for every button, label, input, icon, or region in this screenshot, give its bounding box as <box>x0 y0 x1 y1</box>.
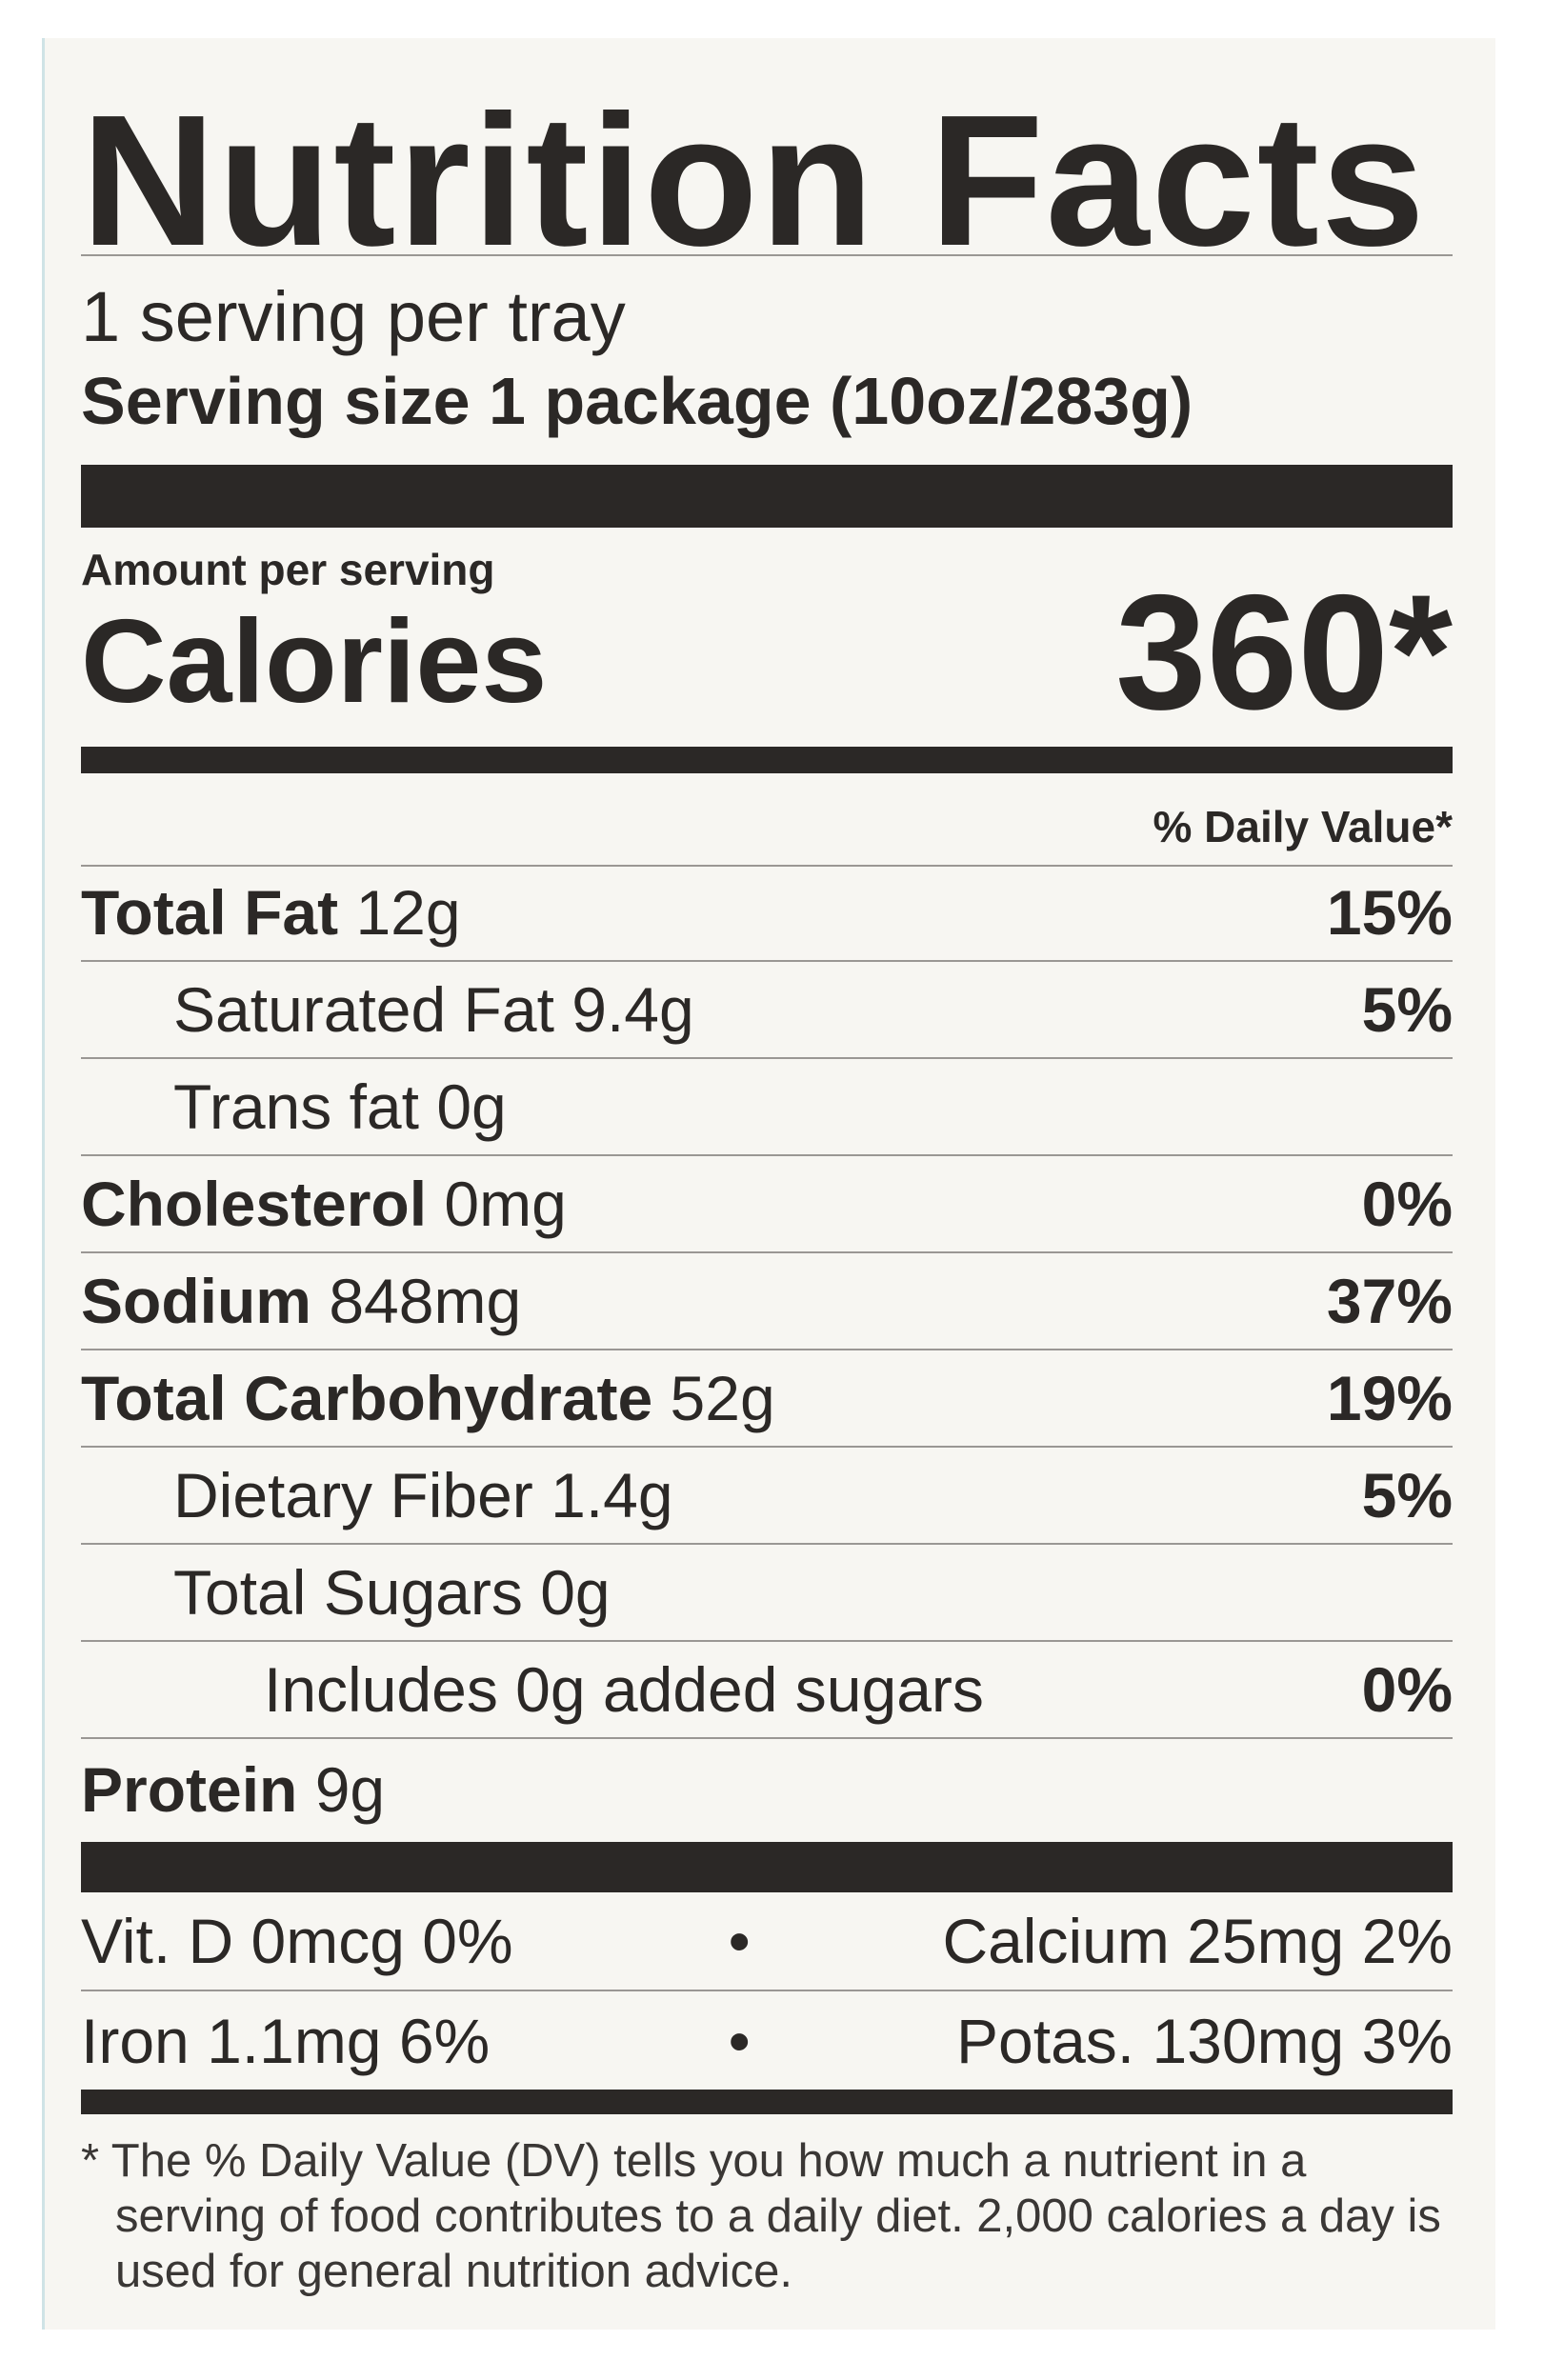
nutrient-name: Cholesterol <box>81 1169 428 1239</box>
medium-divider <box>81 2090 1453 2114</box>
footnote-text: * The % Daily Value (DV) tells you how m… <box>81 2135 1441 2297</box>
nutrient-name: Sodium <box>81 1266 311 1336</box>
nutrient-dv: 37% <box>1326 1266 1453 1336</box>
nutrient-dv: 5% <box>1361 1460 1453 1530</box>
vitamin-d: Vit. D 0mcg 0% <box>81 1906 513 1976</box>
nutrient-row-total-sugars: Total Sugars 0g <box>81 1545 1453 1642</box>
nutrient-dv: 0% <box>1361 1169 1453 1239</box>
daily-value-header: % Daily Value* <box>1153 802 1454 851</box>
vitamin-list: Vit. D 0mcg 0% • Calcium 25mg 2% Iron 1.1m… <box>81 1892 1453 2090</box>
nutrient-dv: 5% <box>1361 974 1453 1045</box>
vitamin-row: Vit. D 0mcg 0% • Calcium 25mg 2% <box>81 1892 1453 1991</box>
servings-per-container: 1 serving per tray <box>81 277 626 356</box>
nutrient-amount: 9.4g <box>571 974 694 1045</box>
nutrient-row-sodium: Sodium 848mg 37% <box>81 1253 1453 1350</box>
label-title: Nutrition Facts <box>81 76 1427 285</box>
nutrient-amount: 0g <box>540 1557 611 1628</box>
nutrient-amount: 52g <box>670 1363 775 1433</box>
nutrient-row-trans-fat: Trans fat 0g <box>81 1059 1453 1156</box>
nutrient-row-cholesterol: Cholesterol 0mg 0% <box>81 1156 1453 1253</box>
divider <box>81 865 1453 867</box>
nutrient-list: Total Fat 12g 15% Saturated Fat 9.4g 5% Tr… <box>81 865 1453 1840</box>
nutrient-name: Trans fat <box>173 1071 419 1142</box>
potassium: Potas. 130mg 3% <box>956 2006 1453 2076</box>
nutrient-amount: 12g <box>355 877 461 948</box>
calories-label: Calories <box>81 596 548 728</box>
nutrition-facts-label: Nutrition Facts 1 serving per tray Servi… <box>42 38 1495 2330</box>
medium-divider <box>81 747 1453 773</box>
calcium: Calcium 25mg 2% <box>942 1906 1453 1976</box>
nutrient-dv: 15% <box>1326 877 1453 948</box>
iron: Iron 1.1mg 6% <box>81 2006 491 2076</box>
bullet: • <box>728 2006 751 2076</box>
nutrient-amount: 1.4g <box>551 1460 673 1530</box>
divider <box>81 254 1453 256</box>
calories-value: 360* <box>1115 561 1453 744</box>
bullet: • <box>728 1906 751 1976</box>
thick-divider <box>81 1842 1453 1892</box>
nutrient-name: Includes 0g added sugars <box>264 1654 984 1725</box>
nutrient-row-saturated-fat: Saturated Fat 9.4g 5% <box>81 962 1453 1059</box>
nutrient-row-protein: Protein 9g <box>81 1739 1453 1840</box>
nutrient-name: Dietary Fiber <box>173 1460 533 1530</box>
nutrient-row-total-fat: Total Fat 12g 15% <box>81 865 1453 962</box>
nutrient-name: Total Sugars <box>173 1557 523 1628</box>
nutrient-name: Total Fat <box>81 877 339 948</box>
nutrient-row-added-sugars: Includes 0g added sugars 0% <box>81 1642 1453 1739</box>
serving-size: Serving size 1 package (10oz/283g) <box>81 364 1193 438</box>
nutrient-amount: 848mg <box>329 1266 522 1336</box>
nutrient-row-total-carbohydrate: Total Carbohydrate 52g 19% <box>81 1350 1453 1448</box>
thick-divider <box>81 465 1453 528</box>
nutrient-dv: 19% <box>1326 1363 1453 1433</box>
nutrient-name: Protein <box>81 1754 298 1825</box>
nutrient-name: Saturated Fat <box>173 974 554 1045</box>
nutrient-amount: 0g <box>436 1071 507 1142</box>
nutrient-amount: 0mg <box>444 1169 567 1239</box>
nutrient-name: Total Carbohydrate <box>81 1363 653 1433</box>
amount-per-serving: Amount per serving <box>81 545 495 594</box>
footnote: * The % Daily Value (DV) tells you how m… <box>81 2133 1453 2299</box>
vitamin-row: Iron 1.1mg 6% • Potas. 130mg 3% <box>81 1991 1453 2090</box>
nutrient-row-dietary-fiber: Dietary Fiber 1.4g 5% <box>81 1448 1453 1545</box>
nutrient-amount: 9g <box>314 1754 386 1825</box>
nutrient-dv: 0% <box>1361 1654 1453 1725</box>
